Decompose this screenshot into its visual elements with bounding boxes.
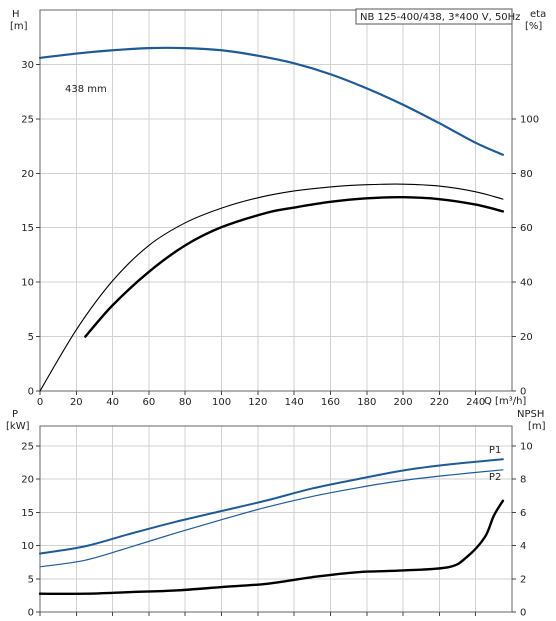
left-tick-label: 5 (28, 332, 34, 343)
eta-axis-unit: [%] (525, 21, 542, 32)
P1-curve (39, 458, 504, 555)
power-axis-label: P (12, 409, 18, 420)
left-tick-label: 0 (28, 608, 34, 619)
lower-series: P1 P2 (38, 445, 505, 596)
upper-series (38, 46, 505, 392)
x-tick-label: 200 (394, 397, 413, 408)
left-tick-label: 10 (21, 541, 34, 552)
P1-label: P1 (489, 445, 501, 456)
x-tick-label: 160 (321, 397, 340, 408)
left-tick-label: 15 (21, 508, 34, 519)
impeller-diameter-label: 438 mm (65, 84, 107, 95)
right-tick-label: 10 (520, 441, 533, 452)
head-axis-unit: [m] (10, 21, 28, 32)
flow-axis-label: Q [m³/h] (484, 396, 526, 407)
x-tick-label: 240 (466, 397, 485, 408)
chart-title: NB 125-400/438, 3*400 V, 50Hz (360, 12, 520, 23)
P2-curve (39, 469, 504, 568)
x-tick-label: 140 (285, 397, 304, 408)
power-axis-unit: [kW] (6, 421, 30, 432)
right-tick-label: 6 (520, 508, 526, 519)
x-tick-label: 20 (70, 397, 83, 408)
left-tick-label: 30 (21, 60, 34, 71)
upper-plot-frame (39, 9, 513, 392)
eta-thick-curve (84, 196, 505, 338)
power-npsh-chart: 0 5 10 15 20 25 0 2 4 6 8 10 P [kW] NPSH [m] P1 P2 (6, 409, 546, 619)
npsh-axis-unit: [m] (528, 421, 546, 432)
right-tick-label: 40 (520, 278, 533, 289)
x-tick-label: 0 (37, 397, 43, 408)
right-tick-label: 0 (520, 387, 526, 398)
eta-thin-curve (39, 183, 504, 392)
right-tick-label: 2 (520, 574, 526, 585)
x-tick-label: 40 (106, 397, 119, 408)
right-tick-label: 100 (520, 114, 539, 125)
upper-tick-labels: 0 5 10 15 20 25 30 0 20 40 60 80 100 0 20 40 60 80 100 120 1… (21, 60, 539, 408)
left-tick-label: 25 (21, 441, 34, 452)
right-tick-label: 8 (520, 475, 526, 486)
head-curve (38, 46, 505, 156)
P2-label: P2 (489, 472, 501, 483)
left-tick-label: 20 (21, 475, 34, 486)
x-tick-label: 220 (430, 397, 449, 408)
right-tick-label: 60 (520, 223, 533, 234)
npsh-curve (38, 499, 505, 596)
eta-axis-label: eta (530, 9, 546, 20)
x-tick-label: 180 (357, 397, 376, 408)
left-tick-label: 0 (28, 387, 34, 398)
left-tick-label: 15 (21, 223, 34, 234)
title-box (355, 8, 513, 25)
npsh-axis-label: NPSH (517, 409, 544, 420)
right-tick-label: 4 (520, 541, 526, 552)
lower-plot-frame (39, 425, 513, 613)
upper-gridlines (40, 10, 512, 391)
left-tick-label: 10 (21, 278, 34, 289)
lower-gridlines (40, 426, 512, 612)
x-tick-label: 60 (143, 397, 156, 408)
left-tick-label: 20 (21, 169, 34, 180)
x-tick-label: 80 (179, 397, 192, 408)
head-efficiency-chart: 0 5 10 15 20 25 30 0 20 40 60 80 100 0 20 40 60 80 100 120 1… (10, 8, 546, 408)
right-tick-label: 20 (520, 332, 533, 343)
left-tick-label: 5 (28, 574, 34, 585)
x-tick-label: 100 (212, 397, 231, 408)
right-tick-label: 0 (520, 608, 526, 619)
x-tick-label: 120 (248, 397, 267, 408)
left-tick-label: 25 (21, 114, 34, 125)
head-axis-label: H (12, 9, 20, 20)
lower-tick-labels: 0 5 10 15 20 25 0 2 4 6 8 10 (21, 441, 532, 618)
right-tick-label: 80 (520, 169, 533, 180)
